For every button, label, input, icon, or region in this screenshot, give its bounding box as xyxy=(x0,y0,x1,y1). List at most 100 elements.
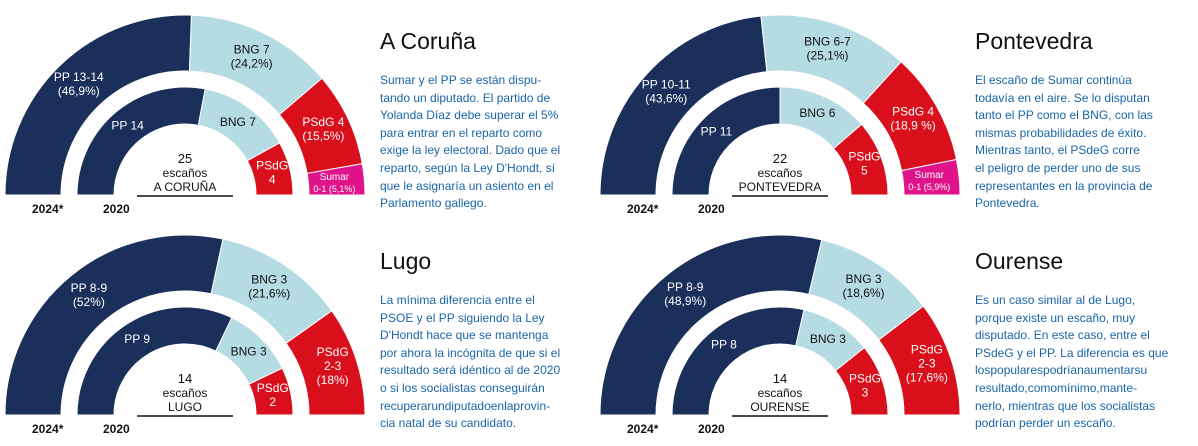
outer-label-pp-share: (48,9%) xyxy=(664,294,706,308)
description-line: Sumar y el PP se están dispu- xyxy=(380,73,542,87)
hemicycle-center xyxy=(114,344,256,415)
inner-label-psdg-seats: 5 xyxy=(861,164,868,178)
legend-inner: 2020 xyxy=(103,422,130,436)
inner-label-psdg: PSdG xyxy=(848,150,880,164)
seat-unit: escaños xyxy=(758,386,803,400)
province-title: Lugo xyxy=(380,248,432,274)
inner-label-psdg: PSdG xyxy=(256,159,288,173)
outer-label-sumar: Sumar xyxy=(915,170,945,181)
outer-label-pp: PP 8-9 xyxy=(667,280,704,294)
outer-label-psdg-seats: 2-3 xyxy=(324,359,342,373)
province-description: Sumar y el PP se están dispu- tando un d… xyxy=(380,72,580,213)
outer-label-bng-share: (25,1%) xyxy=(807,49,849,63)
inner-label-pp: PP 11 xyxy=(701,124,733,138)
description-line: resultado,comomínimo,mante- xyxy=(975,380,1138,395)
legend-outer: 2024* xyxy=(627,422,659,436)
description-line: recuperarundiputadoenlaprovin- xyxy=(380,398,551,413)
chart-ourense: PP 8-9(48,9%)BNG 3(18,6%)PSdG2-3(17,6%)P… xyxy=(599,234,961,436)
ring-separator xyxy=(656,291,904,415)
outer-label-psdg-share: (18,9 %) xyxy=(890,119,935,133)
outer-label-sumar-share: 0-1 (5,1%) xyxy=(313,184,355,194)
chart-pontevedra: PP 10-11(43,6%) BNG 6-7(25,1%) PSdG 4(18,9… xyxy=(599,14,961,216)
outer-label-pp-share: (43,6%) xyxy=(645,92,687,106)
description-line: PSdeG y el PP. La diferencia es que xyxy=(975,345,1169,360)
outer-label-pp: PP 13-14 xyxy=(54,70,104,84)
description-line: D'Hondt hace que se mantenga xyxy=(380,328,549,343)
province-title: Pontevedra xyxy=(975,28,1093,54)
panel-pontevedra: PP 10-11 (43,6%) BNG 6-7 (25,1%) PSdG 4 (18,9… xyxy=(595,0,1194,223)
inner-label-bng: BNG 7 xyxy=(220,115,256,129)
inner-label-psdg: PSdG xyxy=(849,371,881,385)
description-line: por ahora la incógnita de que si el xyxy=(380,345,561,360)
inner-label-pp: PP 8 xyxy=(711,338,737,352)
outer-label-psdg: PSdG xyxy=(317,345,349,359)
description-line: Pontevedra. xyxy=(975,196,1040,211)
description-line: para entrar en el reparto como xyxy=(380,125,543,140)
outer-label-pp: PP 8-9 xyxy=(71,281,108,295)
province-name: A CORUÑA xyxy=(154,180,217,194)
outer-label-pp-share: (52%) xyxy=(73,295,105,309)
description-line: La mínima diferencia entre el xyxy=(380,293,535,307)
description-line: o si los socialistas conseguirán xyxy=(380,380,545,395)
legend-outer: 2024* xyxy=(627,202,659,216)
seat-count: 14 xyxy=(773,371,787,386)
inner-label-bng: BNG 6 xyxy=(799,106,835,120)
seat-count: 25 xyxy=(178,151,192,166)
inner-label-psdg-seats: 2 xyxy=(269,395,276,409)
description-line: tanto el PP como el BNG, con las xyxy=(975,108,1153,123)
description-line: porque existe un escaño, muy xyxy=(975,310,1136,325)
province-title: Ourense xyxy=(975,248,1064,274)
outer-label-bng: BNG 3 xyxy=(251,272,287,286)
seat-count: 22 xyxy=(773,151,787,166)
hemicycle-center xyxy=(709,124,851,195)
outer-label-sumar: Sumar xyxy=(320,172,350,183)
description-line: que le asignaría un asiento en el xyxy=(380,178,554,193)
description-line: reparto, según la Ley D'Hondt, sí xyxy=(380,160,556,175)
province-title: A Coruña xyxy=(380,28,476,54)
seat-unit: escaños xyxy=(163,166,208,180)
inner-label-pp: PP 14 xyxy=(111,119,144,133)
description-line: resultado será idéntico al de 2020 xyxy=(380,363,561,378)
description-line: lospopularespodríanaumentarsu xyxy=(975,363,1148,378)
outer-label-pp-share: (46,9%) xyxy=(58,84,100,98)
outer-label-psdg-share: (18%) xyxy=(317,373,349,387)
description-line: cia natal de su candidato. xyxy=(380,416,517,431)
description-line: nerlo, mientras que los socialistas xyxy=(975,398,1156,413)
outer-label-pp: PP 10-11 xyxy=(642,78,691,92)
description-line: exige la ley electoral. Dado que el xyxy=(380,143,561,158)
description-line: Mientras tanto, el PSdeG corre xyxy=(975,143,1140,158)
description-line: el peligro de perder uno de sus xyxy=(975,160,1141,175)
outer-label-bng-share: (24,2%) xyxy=(231,56,273,70)
outer-label-bng-share: (21,6%) xyxy=(248,286,290,300)
outer-label-bng: BNG 3 xyxy=(846,272,882,286)
description-line: tando un diputado. El partido de xyxy=(380,90,551,105)
description-line: Yolanda Díaz debe superar el 5% xyxy=(380,108,559,123)
seat-count: 14 xyxy=(178,371,192,386)
outer-label-bng: BNG 7 xyxy=(234,42,270,56)
inner-label-bng: BNG 3 xyxy=(231,344,267,358)
inner-label-bng: BNG 3 xyxy=(810,332,846,346)
ring-separator xyxy=(656,71,904,195)
description-line: representantes en la provincia de xyxy=(975,178,1153,193)
legend-outer: 2024* xyxy=(32,422,64,436)
inner-label-pp: PP 9 xyxy=(124,332,150,346)
description-line: Es un caso similar al de Lugo, xyxy=(975,293,1136,307)
ring-separator xyxy=(61,291,309,415)
province-name: PONTEVEDRA xyxy=(739,180,822,194)
province-name: OURENSE xyxy=(750,400,809,414)
province-description: Es un caso similar al de Lugo, porque ex… xyxy=(975,292,1175,433)
legend-inner: 2020 xyxy=(698,422,725,436)
panel-a-coruna: PP 13-14 (46,9%) BNG 7 (24,2%) PSdG 4 (15,5%)… xyxy=(0,0,599,223)
province-description: El escaño de Sumar continúa todavía en e… xyxy=(975,72,1175,213)
legend-outer: 2024* xyxy=(32,202,64,216)
description-line: Parlamento gallego. xyxy=(380,196,487,211)
outer-label-psdg: PSdG 4 xyxy=(892,105,934,119)
legend-inner: 2020 xyxy=(698,202,725,216)
ring-separator xyxy=(61,71,309,195)
province-description: La mínima diferencia entre el PSOE y el … xyxy=(380,292,580,433)
outer-label-psdg: PSdG xyxy=(911,343,943,357)
hemicycle-center xyxy=(114,124,256,195)
outer-label-psdg-share: (17,6%) xyxy=(906,371,948,385)
